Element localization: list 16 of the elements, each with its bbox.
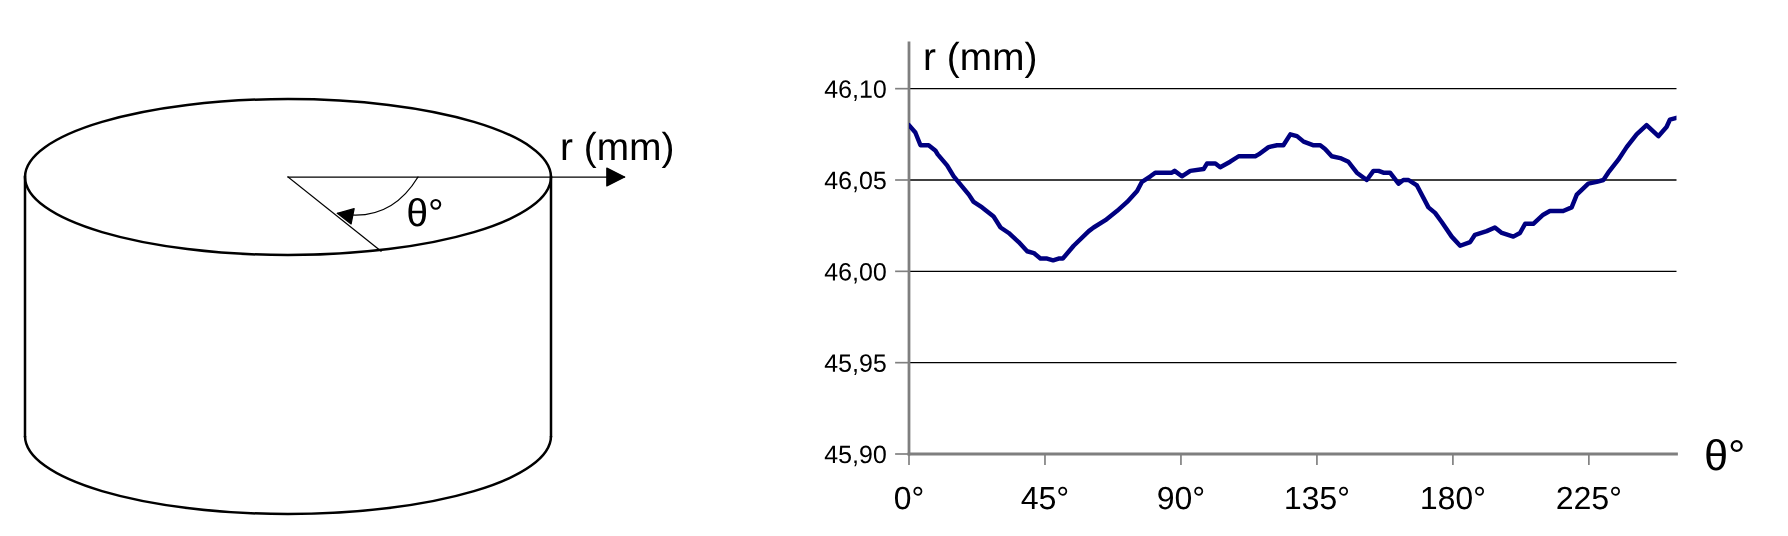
line-series bbox=[909, 115, 1677, 263]
text: r (mm) bbox=[562, 131, 673, 169]
x-axis-title: θ° bbox=[1706, 438, 1743, 471]
text: θ° bbox=[408, 197, 442, 227]
x-tick-label: 45° bbox=[1021, 486, 1068, 510]
x-tick-label: 225° bbox=[1557, 486, 1620, 510]
x-tick-label: 135° bbox=[1286, 486, 1349, 510]
y-tick-label: 46,05 bbox=[824, 171, 886, 193]
x-tick-label: 180° bbox=[1422, 486, 1485, 510]
x-tick-label: 90° bbox=[1158, 486, 1204, 510]
x-tick-label: 0° bbox=[894, 486, 923, 510]
y-axis-title: r (mm) bbox=[925, 41, 1036, 79]
y-tick-label: 45,90 bbox=[824, 445, 886, 467]
y-tick-label: 46,00 bbox=[824, 262, 886, 284]
y-tick-label: 45,95 bbox=[824, 354, 886, 375]
y-tick-label: 46,10 bbox=[824, 80, 886, 101]
